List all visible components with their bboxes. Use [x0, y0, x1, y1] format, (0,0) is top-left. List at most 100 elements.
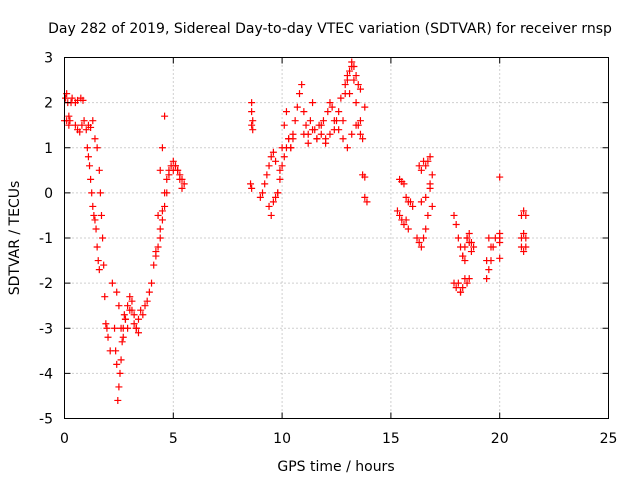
data-point — [420, 234, 428, 242]
data-point — [404, 225, 412, 233]
data-point — [134, 315, 142, 323]
data-point — [483, 257, 491, 265]
data-point — [269, 198, 277, 206]
data-point — [97, 211, 105, 219]
data-point — [93, 144, 101, 152]
data-point — [287, 144, 295, 152]
x-axis-label: GPS time / hours — [277, 459, 394, 475]
data-point — [248, 121, 256, 129]
data-point — [289, 135, 297, 143]
data-point — [130, 311, 138, 319]
data-point — [452, 284, 460, 292]
data-point — [293, 103, 301, 111]
data-point — [335, 126, 343, 134]
x-tick-label: 25 — [600, 431, 618, 447]
data-point — [317, 121, 325, 129]
data-point — [115, 383, 123, 391]
data-point — [71, 121, 79, 129]
data-point — [126, 306, 134, 314]
x-tick-label: 20 — [491, 431, 509, 447]
data-point — [265, 202, 273, 210]
data-point — [141, 302, 149, 310]
data-point — [276, 166, 284, 174]
y-tick-label: 1 — [44, 141, 53, 157]
data-point — [309, 126, 317, 134]
data-point — [302, 121, 310, 129]
data-point — [92, 225, 100, 233]
data-point — [454, 279, 462, 287]
data-point — [352, 121, 360, 129]
data-point — [450, 211, 458, 219]
data-point — [350, 76, 358, 84]
data-point — [417, 243, 425, 251]
data-point — [152, 248, 160, 256]
data-point — [249, 117, 257, 125]
data-point — [339, 117, 347, 125]
data-point — [463, 234, 471, 242]
data-point — [454, 234, 462, 242]
chart-title: Day 282 of 2019, Sidereal Day-to-day VTE… — [48, 21, 612, 37]
data-point — [300, 130, 308, 138]
y-tick-label: 2 — [44, 96, 53, 112]
y-tick-labels: -5 -4 -3 -2 -1 0 1 2 3 — [39, 51, 53, 428]
data-point — [457, 288, 465, 296]
data-point — [115, 302, 123, 310]
data-point — [113, 288, 121, 296]
data-point — [86, 162, 94, 170]
data-point — [343, 76, 351, 84]
data-point — [467, 248, 475, 256]
data-point — [422, 225, 430, 233]
data-point — [111, 324, 119, 332]
data-point — [158, 216, 166, 224]
data-point — [413, 234, 421, 242]
data-point — [361, 103, 369, 111]
data-point — [180, 180, 188, 188]
data-point — [272, 157, 280, 165]
data-point — [522, 234, 530, 242]
data-point — [89, 202, 97, 210]
data-point — [361, 193, 369, 201]
data-point — [114, 396, 122, 404]
data-point — [249, 126, 257, 134]
data-point — [161, 112, 169, 120]
data-point — [317, 130, 325, 138]
data-point — [88, 189, 96, 197]
data-point — [424, 211, 432, 219]
data-point — [267, 211, 275, 219]
data-point — [89, 117, 97, 125]
data-point — [96, 189, 104, 197]
data-point — [354, 81, 362, 89]
y-tick-label: 0 — [44, 186, 53, 202]
data-point — [402, 193, 410, 201]
data-point — [148, 279, 156, 287]
data-point — [165, 171, 173, 179]
data-point — [356, 85, 364, 93]
data-point — [470, 243, 478, 251]
data-point — [428, 171, 436, 179]
data-point — [352, 99, 360, 107]
data-point — [465, 275, 473, 283]
data-point — [171, 162, 179, 170]
data-point — [76, 128, 84, 136]
data-point — [118, 338, 126, 346]
data-point — [101, 293, 109, 301]
data-point — [350, 63, 358, 71]
data-point — [256, 193, 264, 201]
data-point — [259, 189, 267, 197]
data-point — [156, 225, 164, 233]
y-tick-label: -5 — [39, 412, 53, 428]
data-point — [361, 173, 369, 181]
data-point — [263, 171, 271, 179]
data-point — [346, 67, 354, 75]
data-point — [337, 94, 345, 102]
data-point — [422, 193, 430, 201]
data-point — [104, 333, 112, 341]
data-point — [296, 90, 304, 98]
data-point — [280, 121, 288, 129]
data-point — [163, 189, 171, 197]
data-point — [128, 297, 136, 305]
data-point — [156, 234, 164, 242]
data-point — [522, 243, 530, 251]
data-point — [496, 254, 504, 262]
data-point — [65, 112, 73, 120]
